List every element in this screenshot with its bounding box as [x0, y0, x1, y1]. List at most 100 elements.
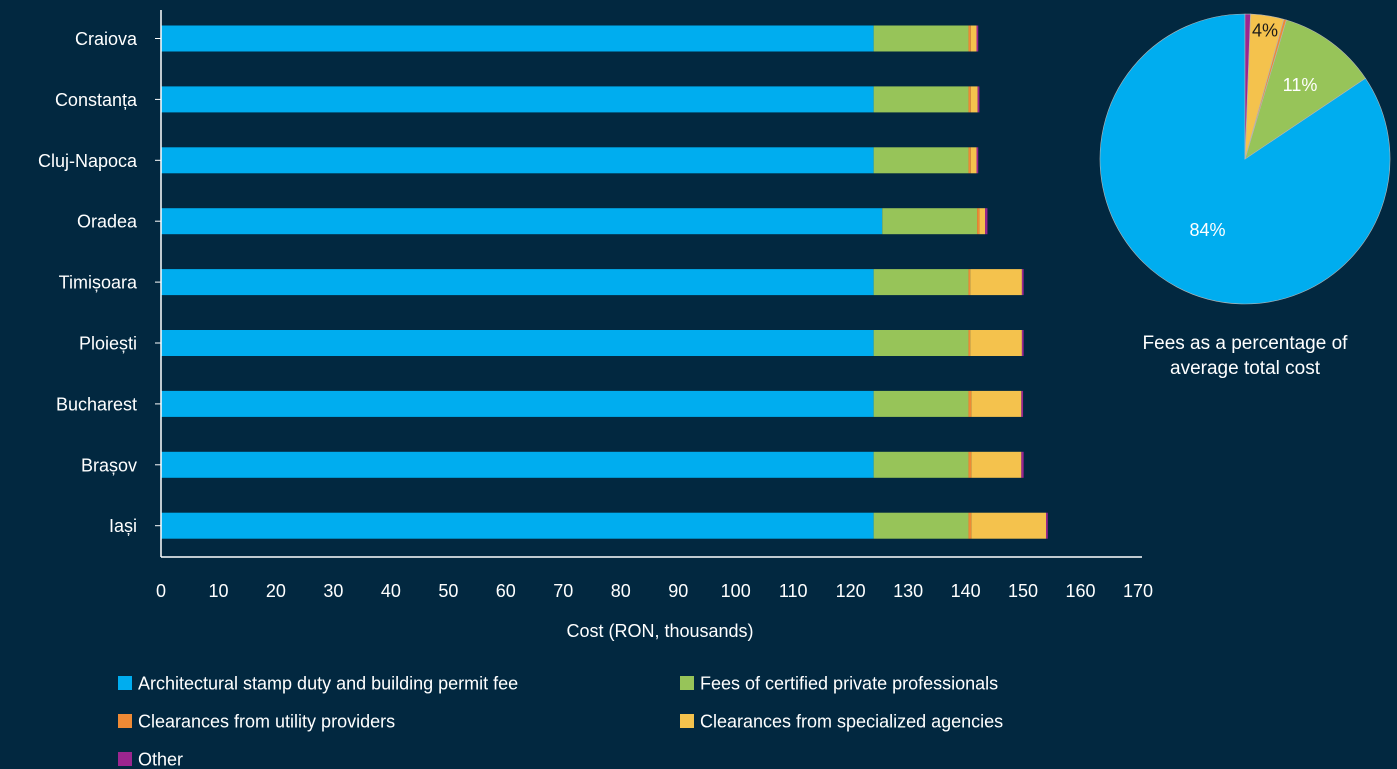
bar-segment: [161, 208, 883, 235]
bar-segment: [977, 86, 980, 113]
pie-slice: [1244, 19, 1366, 160]
x-tick-label: 90: [668, 581, 688, 601]
x-tick-label: 170: [1123, 581, 1153, 601]
category-label: Iași: [109, 516, 137, 536]
legend-item: Architectural stamp duty and building pe…: [118, 674, 518, 694]
bar-segment: [161, 147, 874, 174]
pie-slice-label: 11%: [1283, 75, 1318, 95]
legend-swatch: [680, 714, 694, 728]
x-tick-label: 50: [438, 581, 458, 601]
bar-segment: [873, 25, 969, 52]
pie-slice: [1244, 13, 1251, 160]
bar-segment: [161, 390, 874, 417]
bar-segment: [970, 86, 978, 113]
legend-item: Fees of certified private professionals: [680, 674, 998, 694]
bar-segment: [970, 269, 1022, 296]
x-tick-label: 80: [611, 581, 631, 601]
category-labels: Craiova Constanța Cluj-Napoca Oradea Timișoa…: [38, 29, 161, 536]
bar-segment: [971, 390, 1022, 417]
bar-segment: [968, 390, 972, 417]
bar-segment: [977, 208, 980, 235]
bar-segment: [971, 451, 1022, 478]
pie-caption-line-1: Fees as a percentage of: [1143, 333, 1349, 354]
bar-segment: [873, 147, 969, 174]
bar-segment: [873, 390, 969, 417]
x-tick-label: 130: [893, 581, 923, 601]
bar-segment: [968, 512, 972, 539]
bar-segment: [970, 330, 1022, 356]
legend-item: Other: [118, 750, 183, 769]
bar-segment: [1021, 390, 1024, 417]
bar-segment: [968, 330, 971, 356]
legend-swatch: [118, 752, 132, 766]
bar-segment: [873, 512, 969, 539]
bar-segment: [976, 25, 979, 52]
category-label: Brașov: [81, 455, 137, 475]
legend-label: Clearances from utility providers: [138, 712, 395, 732]
x-axis-title: Cost (RON, thousands): [566, 621, 753, 641]
bar-segment: [979, 208, 986, 235]
bar-segment: [873, 269, 969, 296]
x-tick-label: 20: [266, 581, 286, 601]
pie-slice-label: 84%: [1189, 220, 1225, 240]
bar-segment: [882, 208, 978, 235]
bar-segment: [161, 330, 874, 356]
legend-item: Clearances from utility providers: [118, 712, 395, 732]
bar-segment: [1021, 451, 1024, 478]
bar-segment: [970, 147, 977, 174]
bar-segment: [971, 512, 1047, 539]
bar-segment: [873, 86, 969, 113]
bar-segment: [976, 147, 979, 174]
bar-segment: [873, 330, 969, 356]
bar-segment: [873, 451, 969, 478]
bar-segment: [161, 86, 874, 113]
bar-segment: [1021, 330, 1024, 356]
x-tick-label: 70: [553, 581, 573, 601]
category-label: Oradea: [77, 212, 138, 232]
x-tick-label: 100: [721, 581, 751, 601]
legend-swatch: [680, 676, 694, 690]
legend-label: Architectural stamp duty and building pe…: [138, 674, 518, 694]
pie-slices: [1099, 13, 1391, 305]
pie-chart: 84% 11% 4% Fees as a percentage of average…: [1099, 13, 1391, 379]
x-tick-label: 140: [951, 581, 981, 601]
x-tick-labels: 0 10 20 30 40 50 60 70 80 90 100 110 120 130 140 150 160…: [156, 581, 1153, 601]
bar-segment: [985, 208, 988, 235]
legend-label: Other: [138, 750, 183, 769]
legend-swatch: [118, 714, 132, 728]
x-tick-label: 60: [496, 581, 516, 601]
x-tick-label: 40: [381, 581, 401, 601]
bar-segment: [1021, 269, 1024, 296]
bar-segment: [161, 451, 874, 478]
legend: Architectural stamp duty and building pe…: [118, 674, 1003, 769]
pie-caption-line-2: average total cost: [1170, 358, 1321, 379]
x-tick-label: 30: [323, 581, 343, 601]
legend-label: Clearances from specialized agencies: [700, 712, 1003, 732]
x-tick-label: 10: [208, 581, 228, 601]
bar-segment: [968, 25, 971, 52]
bar-segment: [968, 451, 972, 478]
category-label: Cluj-Napoca: [38, 151, 138, 171]
x-tick-label: 120: [836, 581, 866, 601]
x-tick-label: 110: [779, 581, 808, 601]
category-label: Constanța: [55, 90, 138, 110]
x-tick-label: 160: [1066, 581, 1096, 601]
bar-segment: [968, 269, 971, 296]
bar-segments: [161, 25, 1048, 539]
bar-segment: [1046, 512, 1048, 539]
x-tick-label: 0: [156, 581, 166, 601]
legend-item: Clearances from specialized agencies: [680, 712, 1003, 732]
category-label: Craiova: [75, 29, 138, 49]
pie-slice-labels: 84% 11% 4%: [1189, 21, 1317, 240]
bar-segment: [968, 147, 971, 174]
category-label: Timișoara: [59, 273, 138, 293]
stacked-bar-chart: Craiova Constanța Cluj-Napoca Oradea Timișoa…: [38, 10, 1153, 641]
bar-segment: [161, 25, 874, 52]
legend-label: Fees of certified private professionals: [700, 674, 998, 694]
category-label: Bucharest: [56, 394, 137, 414]
pie-slice-label: 4%: [1252, 21, 1278, 41]
legend-swatch: [118, 676, 132, 690]
bar-segment: [968, 86, 971, 113]
category-label: Ploiești: [79, 334, 137, 354]
